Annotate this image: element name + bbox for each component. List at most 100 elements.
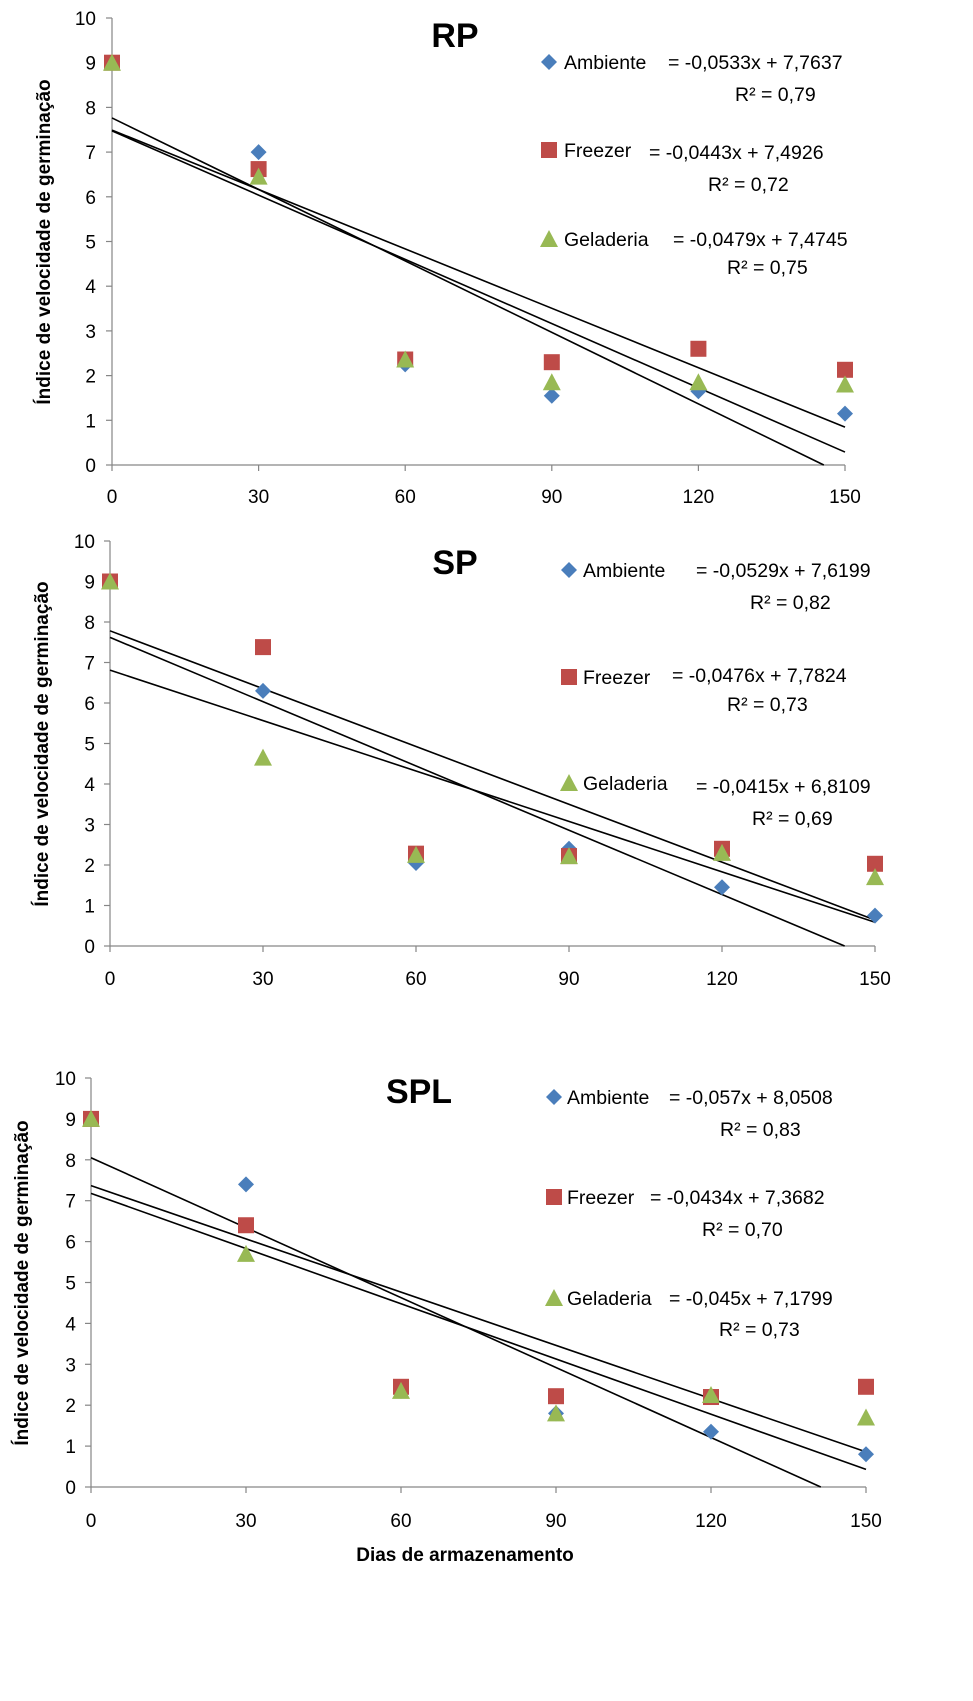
y-tick-label: 10	[75, 9, 96, 30]
legend-label-freezer: Freezer	[567, 1187, 635, 1209]
data-point-geladeria	[560, 847, 578, 865]
chart-panel-sp: 0 1 2 3 4 5 6 7 8 9 10 0 30 60 90 120 150 Índice de veloc…	[31, 532, 891, 990]
data-point-geladeria	[396, 350, 415, 368]
x-tick-label: 120	[695, 1511, 727, 1532]
r-squared-label: R² = 0,75	[727, 257, 808, 279]
y-tick-label: 9	[65, 1110, 76, 1131]
r-squared-label: R² = 0,73	[719, 1319, 800, 1341]
data-point-geladeria	[836, 375, 854, 393]
data-point-geladeria	[713, 843, 731, 861]
data-point-freezer	[690, 340, 707, 357]
data-point-ambiente	[543, 387, 560, 404]
r-squared-label: R² = 0,73	[727, 694, 808, 716]
data-point-ambiente	[255, 682, 271, 699]
y-tick-label: 3	[85, 322, 96, 343]
data-point-geladeria	[101, 572, 119, 590]
r-squared-label: R² = 0,79	[735, 84, 816, 106]
data-point-geladeria	[249, 167, 268, 185]
data-point-freezer	[858, 1378, 874, 1395]
r-squared-label: R² = 0,69	[752, 808, 833, 830]
legend-marker-geladeria	[540, 230, 558, 247]
data-point-geladeria	[702, 1385, 720, 1403]
legend-marker-geladeria	[560, 774, 578, 791]
data-point-ambiente	[858, 1446, 874, 1463]
x-tick-label: 0	[86, 1511, 97, 1532]
trend-equation: = -0,0533x + 7,7637	[668, 52, 843, 74]
r-squared-label: R² = 0,70	[702, 1219, 783, 1241]
trendline-freezer	[90, 1184, 867, 1453]
r-squared-label: R² = 0,83	[720, 1119, 801, 1141]
data-point-geladeria	[866, 868, 884, 886]
y-tick-label: 1	[84, 897, 95, 918]
legend-marker-ambiente	[541, 54, 557, 70]
x-tick-label: 120	[706, 969, 738, 990]
x-tick-label: 60	[390, 1511, 411, 1532]
data-point-ambiente	[837, 405, 853, 422]
y-axis-label: Índice de velocidade de germinação	[11, 1120, 33, 1445]
trend-equation: = -0,0434x + 7,3682	[650, 1187, 825, 1209]
data-point-geladeria	[254, 748, 272, 766]
x-axis-label: Dias de armazenamento	[356, 1545, 574, 1566]
legend-label-ambiente: Ambiente	[583, 560, 665, 582]
x-tick-label: 0	[105, 969, 116, 990]
trendline-geladeria	[111, 130, 846, 453]
y-tick-label: 5	[84, 735, 95, 756]
trend-equation: = -0,0476x + 7,7824	[672, 665, 847, 687]
chart-title: SPL	[386, 1073, 452, 1111]
legend-label-freezer: Freezer	[564, 140, 632, 162]
y-tick-label: 1	[65, 1437, 76, 1458]
data-point-ambiente	[250, 144, 267, 161]
chart-title: RP	[431, 17, 478, 55]
x-tick-label: 150	[859, 969, 891, 990]
legend-label-geladeria: Geladeria	[567, 1288, 652, 1310]
data-point-ambiente	[703, 1423, 719, 1440]
data-point-geladeria	[392, 1381, 410, 1399]
legend-label-freezer: Freezer	[583, 667, 651, 689]
x-tick-label: 120	[683, 487, 715, 508]
chart-panel-rp: 0 1 2 3 4 5 6 7 8 9 10 0 30 60 90 120 150 Índice de veloc…	[33, 9, 861, 508]
y-tick-label: 0	[65, 1478, 76, 1499]
data-point-freezer	[837, 361, 853, 378]
y-tick-label: 6	[84, 694, 95, 715]
data-point-geladeria	[689, 373, 708, 391]
data-point-geladeria	[82, 1109, 100, 1127]
trendline-ambiente	[111, 117, 825, 466]
trend-equation: = -0,0415x + 6,8109	[696, 776, 871, 798]
y-tick-label: 4	[85, 277, 96, 298]
legend-marker-ambiente	[546, 1089, 562, 1105]
x-tick-label: 30	[235, 1511, 256, 1532]
data-point-geladeria	[103, 53, 121, 71]
data-point-ambiente	[238, 1176, 254, 1193]
y-tick-label: 5	[65, 1274, 76, 1295]
y-tick-label: 2	[84, 856, 95, 877]
x-tick-label: 60	[405, 969, 426, 990]
trendline-geladeria	[109, 669, 876, 924]
legend-marker-ambiente	[561, 562, 577, 578]
x-tick-label: 0	[107, 487, 118, 508]
y-tick-label: 2	[65, 1396, 76, 1417]
trendline-freezer	[109, 630, 876, 921]
x-tick-label: 150	[850, 1511, 882, 1532]
trend-equation: = -0,0529x + 7,6199	[696, 560, 871, 582]
x-tick-label: 30	[248, 487, 269, 508]
y-tick-label: 9	[85, 54, 96, 75]
data-point-freezer	[867, 855, 883, 872]
legend-marker-freezer	[561, 669, 577, 685]
y-tick-label: 3	[84, 816, 95, 837]
data-point-geladeria	[407, 845, 425, 863]
x-tick-label: 150	[829, 487, 861, 508]
trend-equation: = -0,0479x + 7,4745	[673, 229, 848, 251]
x-tick-label: 90	[558, 969, 579, 990]
data-point-geladeria	[542, 373, 561, 391]
legend-label-geladeria: Geladeria	[564, 229, 649, 251]
data-point-freezer	[548, 1388, 564, 1405]
legend-marker-freezer	[546, 1189, 562, 1205]
data-point-ambiente	[714, 879, 730, 896]
x-tick-label: 60	[395, 487, 416, 508]
y-tick-label: 7	[85, 143, 96, 164]
legend-label-ambiente: Ambiente	[567, 1087, 649, 1109]
y-tick-label: 7	[65, 1192, 76, 1213]
legend-label-geladeria: Geladeria	[583, 773, 668, 795]
y-tick-label: 4	[84, 775, 95, 796]
data-point-ambiente	[867, 907, 883, 924]
